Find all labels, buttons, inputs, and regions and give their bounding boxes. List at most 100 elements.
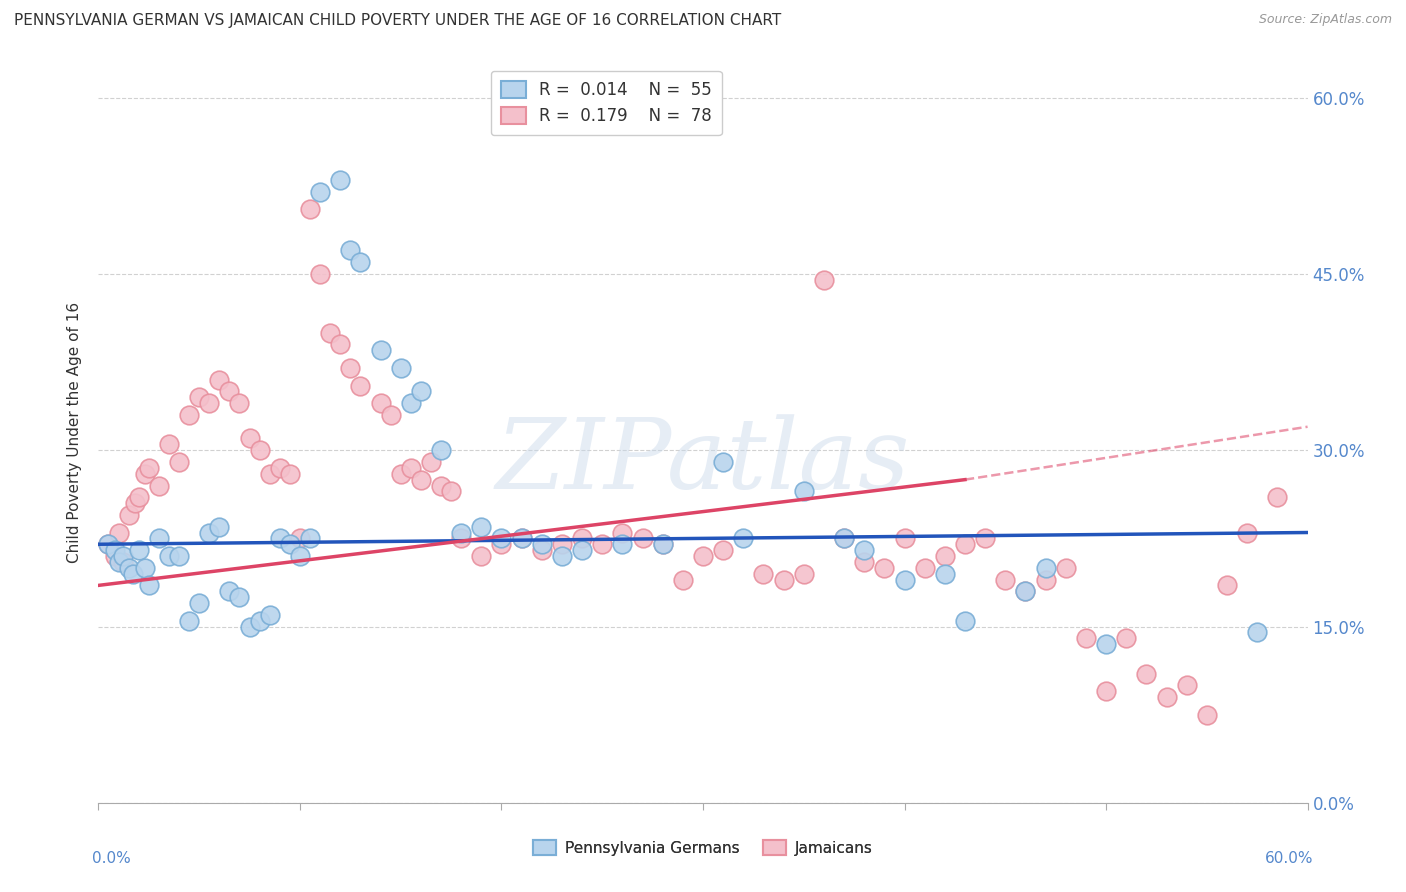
Point <box>339 244 361 258</box>
Point <box>1054 561 1077 575</box>
Point <box>370 343 392 358</box>
Point <box>1035 573 1057 587</box>
Point <box>711 455 734 469</box>
Point <box>97 537 120 551</box>
Point <box>198 525 221 540</box>
Point <box>631 532 654 546</box>
Point <box>510 532 533 546</box>
Point <box>107 525 129 540</box>
Point <box>651 537 673 551</box>
Point <box>733 532 755 546</box>
Point <box>571 543 593 558</box>
Point <box>299 532 322 546</box>
Point <box>832 532 855 546</box>
Point <box>389 361 412 376</box>
Point <box>121 566 143 581</box>
Point <box>470 519 492 533</box>
Point <box>269 461 291 475</box>
Point <box>380 408 402 422</box>
Point <box>893 573 915 587</box>
Point <box>399 461 422 475</box>
Point <box>349 255 371 269</box>
Point <box>1135 666 1157 681</box>
Point <box>470 549 492 563</box>
Point <box>103 549 125 563</box>
Point <box>692 549 714 563</box>
Point <box>813 273 835 287</box>
Point <box>188 596 211 610</box>
Point <box>772 573 794 587</box>
Point <box>893 532 915 546</box>
Point <box>1014 584 1036 599</box>
Point <box>1195 707 1218 722</box>
Point <box>853 543 876 558</box>
Point <box>530 537 553 551</box>
Point <box>239 432 262 446</box>
Point <box>249 443 271 458</box>
Point <box>349 378 371 392</box>
Point <box>399 396 422 410</box>
Point <box>118 508 141 522</box>
Point <box>491 532 513 546</box>
Point <box>249 614 271 628</box>
Point <box>1216 578 1239 592</box>
Point <box>288 549 311 563</box>
Point <box>134 561 156 575</box>
Point <box>612 525 634 540</box>
Point <box>299 202 322 217</box>
Point <box>157 549 180 563</box>
Point <box>551 549 574 563</box>
Point <box>218 384 240 399</box>
Point <box>319 326 342 340</box>
Point <box>1095 637 1118 651</box>
Point <box>1175 678 1198 692</box>
Point <box>198 396 221 410</box>
Point <box>107 555 129 569</box>
Point <box>914 561 936 575</box>
Point <box>309 267 332 281</box>
Point <box>934 566 956 581</box>
Point <box>167 549 190 563</box>
Point <box>148 478 170 492</box>
Point <box>148 532 170 546</box>
Point <box>228 396 250 410</box>
Point <box>278 467 301 481</box>
Point <box>218 584 240 599</box>
Point <box>974 532 997 546</box>
Point <box>111 555 134 569</box>
Point <box>1115 632 1137 646</box>
Point <box>1156 690 1178 704</box>
Point <box>228 590 250 604</box>
Point <box>339 361 361 376</box>
Point <box>430 478 453 492</box>
Y-axis label: Child Poverty Under the Age of 16: Child Poverty Under the Age of 16 <box>67 302 83 563</box>
Point <box>239 619 262 633</box>
Point <box>128 543 150 558</box>
Point <box>259 607 281 622</box>
Point <box>530 543 553 558</box>
Point <box>651 537 673 551</box>
Text: 0.0%: 0.0% <box>93 851 131 866</box>
Point <box>208 519 231 533</box>
Point <box>124 496 146 510</box>
Point <box>1014 584 1036 599</box>
Point <box>832 532 855 546</box>
Point <box>793 566 815 581</box>
Point <box>612 537 634 551</box>
Point <box>491 537 513 551</box>
Point <box>208 373 231 387</box>
Point <box>138 578 160 592</box>
Point <box>409 384 432 399</box>
Point <box>1267 490 1289 504</box>
Point <box>934 549 956 563</box>
Point <box>450 532 472 546</box>
Point <box>853 555 876 569</box>
Point <box>288 532 311 546</box>
Point <box>111 549 134 563</box>
Point <box>1246 625 1268 640</box>
Point <box>793 484 815 499</box>
Point <box>97 537 120 551</box>
Point <box>103 543 125 558</box>
Legend: Pennsylvania Germans, Jamaicans: Pennsylvania Germans, Jamaicans <box>527 834 879 862</box>
Point <box>157 437 180 451</box>
